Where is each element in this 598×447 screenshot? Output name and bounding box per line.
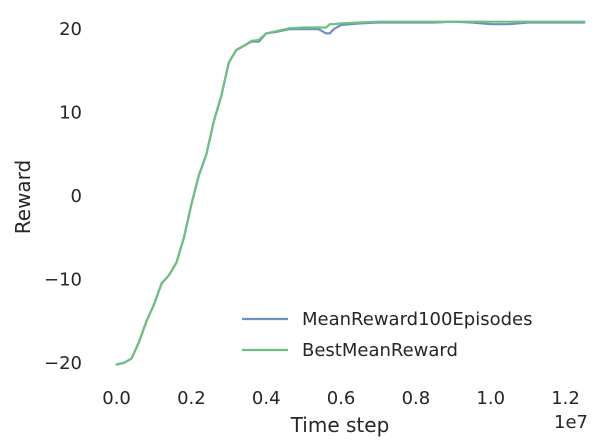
- series-line-bestmeanreward: [115, 20, 586, 366]
- x-tick-label: 0.2: [177, 388, 206, 409]
- x-axis-label: Time step: [290, 413, 390, 437]
- x-axis-ticks: 0.0 0.2 0.4 0.6 0.8 1.0 1.2: [102, 388, 580, 409]
- x-tick-label: 1.2: [551, 388, 580, 409]
- x-tick-label: 0.4: [252, 388, 281, 409]
- y-tick-label: 20: [59, 19, 82, 40]
- legend-label-mean-reward: MeanReward100Episodes: [302, 309, 533, 330]
- y-tick-label: 0: [71, 186, 82, 207]
- x-tick-label: 0.0: [102, 388, 131, 409]
- y-axis-label: Reward: [11, 160, 35, 234]
- series-lines: [115, 20, 586, 366]
- y-tick-label: −20: [44, 353, 82, 374]
- x-offset-label: 1e7: [554, 412, 588, 433]
- legend: MeanReward100Episodes BestMeanReward: [242, 309, 533, 361]
- x-tick-label: 1.0: [476, 388, 505, 409]
- legend-label-best-mean-reward: BestMeanReward: [302, 340, 458, 361]
- y-tick-label: 10: [59, 103, 82, 124]
- y-axis-ticks: −20 −10 0 10 20: [44, 19, 82, 374]
- y-tick-label: −10: [44, 269, 82, 290]
- x-tick-label: 0.6: [327, 388, 356, 409]
- x-tick-label: 0.8: [402, 388, 431, 409]
